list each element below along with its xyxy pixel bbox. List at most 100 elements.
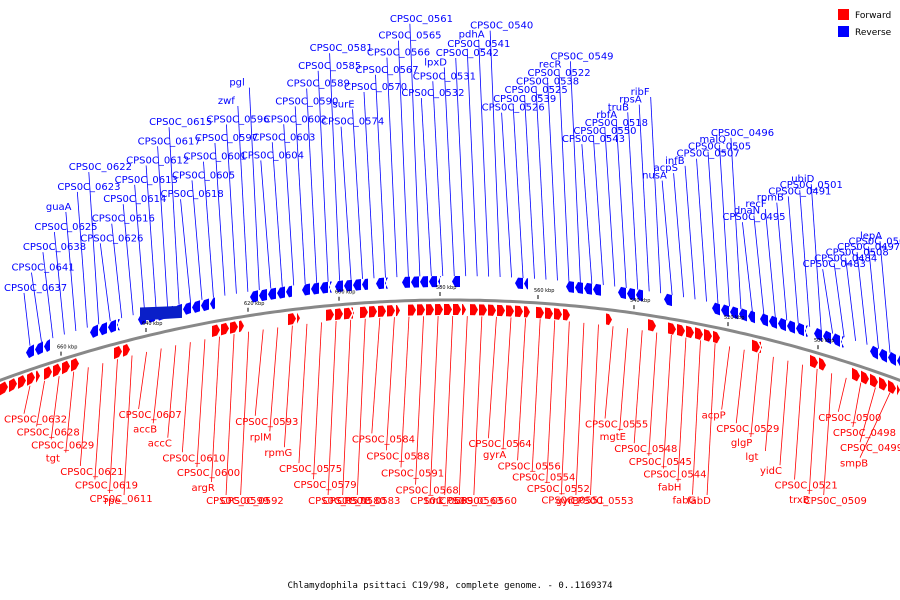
label-leader [152, 348, 162, 424]
reverse-gene [438, 276, 441, 288]
label-leader [776, 202, 788, 321]
tick-label: 560 kbp [534, 288, 554, 294]
label-leader [764, 356, 774, 452]
reverse-gene [748, 310, 755, 324]
label-leader [65, 211, 77, 332]
reverse-gene-label: rbfA [596, 110, 617, 121]
forward-gene-label: CPS0C_0556 [498, 461, 561, 472]
reverse-gene-label: CPS0C_0496 [711, 128, 774, 139]
forward-gene-label: CPS0C_0500 [818, 413, 881, 424]
reverse-gene [575, 282, 583, 294]
forward-gene-label: CPS0C_0551 [541, 496, 604, 507]
reverse-gene-label: CPS0C_0589 [287, 79, 350, 90]
reverse-gene [26, 344, 34, 359]
label-leader [859, 387, 876, 443]
label-leader [753, 215, 765, 315]
reverse-gene-label: CPS0C_0561 [390, 14, 453, 25]
forward-gene-label: CPS0C_0593 [235, 417, 298, 428]
label-leader [363, 91, 375, 279]
label-leader [706, 343, 716, 496]
forward-gene-label: acpP [702, 411, 726, 422]
reverse-gene-label: CPS0C_0616 [92, 214, 155, 225]
forward-gene-label: CPS0C_0619 [75, 480, 138, 491]
forward-gene-label: CPS0C_0607 [119, 410, 182, 421]
reverse-gene [796, 322, 804, 337]
reverse-gene [730, 306, 738, 320]
forward-gene-label: CPS0C_0568 [396, 486, 459, 497]
forward-gene-label: CPS0C_0583 [337, 496, 400, 507]
label-leader [283, 325, 293, 448]
reverse-gene [329, 281, 332, 293]
label-leader [650, 96, 662, 294]
label-leader [352, 109, 363, 279]
label-leader [799, 190, 811, 327]
forward-gene-label: CPS0C_0553 [570, 496, 633, 507]
forward-gene-label: CPS0C_0563 [439, 496, 502, 507]
reverse-gene [452, 276, 460, 288]
label-leader [237, 105, 249, 292]
forward-gene [536, 306, 544, 319]
reverse-gene-label: CPS0C_0613 [115, 175, 178, 186]
legend-reverse-label: Reverse [855, 28, 892, 38]
reverse-gene [183, 302, 191, 315]
forward-gene-label: rpmG [264, 448, 292, 459]
reverse-gene [879, 348, 887, 363]
forward-gene [408, 304, 416, 316]
reverse-gene-label: CPS0C_0617 [138, 136, 201, 147]
label-leader [852, 382, 862, 427]
reverse-gene [201, 298, 209, 312]
forward-gene-label: yidC [760, 466, 782, 477]
forward-gene [713, 330, 720, 344]
label-leader [342, 319, 352, 496]
label-leader [473, 316, 483, 496]
label-leader [167, 345, 177, 438]
forward-gene [44, 366, 52, 381]
label-leader [604, 127, 616, 287]
forward-gene-label: argR [191, 483, 214, 494]
forward-gene [648, 319, 656, 332]
forward-gene-label: accB [133, 424, 157, 435]
forward-gene-label: rplM [250, 432, 272, 443]
label-leader [517, 318, 526, 461]
reverse-gene-label: CPS0C_0590 [275, 96, 338, 107]
reverse-gene [259, 288, 267, 302]
forward-gene-label: CPS0C_0499 [840, 443, 900, 454]
forward-gene [435, 304, 443, 316]
forward-gene [221, 322, 229, 336]
reverse-gene [268, 287, 276, 300]
forward-gene-label: CPS0C_0544 [643, 470, 706, 481]
reverse-gene [44, 339, 50, 353]
label-leader [546, 320, 556, 484]
forward-gene-label: CPS0C_0628 [17, 427, 80, 438]
reverse-gene [117, 319, 120, 331]
reverse-gene-label: CPS0C_0543 [562, 134, 625, 145]
reverse-gene [584, 282, 592, 295]
label-leader [547, 78, 558, 281]
label-leader [191, 180, 203, 300]
reverse-gene [787, 320, 795, 334]
genome-backbone [0, 298, 900, 382]
reverse-gene [712, 302, 720, 316]
forward-gene-label: smpB [840, 459, 868, 470]
forward-gene-label: fabG [673, 496, 697, 507]
legend-forward-label: Forward [855, 11, 891, 21]
reverse-gene [353, 279, 361, 291]
reverse-gene [778, 318, 786, 332]
label-leader [822, 269, 834, 334]
label-leader [371, 317, 381, 434]
reverse-gene-label: truB [608, 102, 629, 113]
reverse-gene [888, 352, 896, 366]
forward-gene-label: fabH [658, 483, 682, 494]
label-leader [134, 184, 146, 313]
label-leader [225, 334, 235, 496]
forward-gene-label: CPS0C_0588 [366, 451, 429, 462]
label-leader [79, 367, 89, 466]
forward-gene [677, 323, 685, 337]
reverse-gene-label: CPS0C_0505 [688, 142, 751, 153]
label-leader [570, 61, 581, 283]
label-leader [111, 223, 123, 319]
reverse-gene-label: ribF [631, 87, 650, 98]
label-leader [122, 204, 134, 316]
forward-gene-label: lgt [745, 452, 758, 463]
